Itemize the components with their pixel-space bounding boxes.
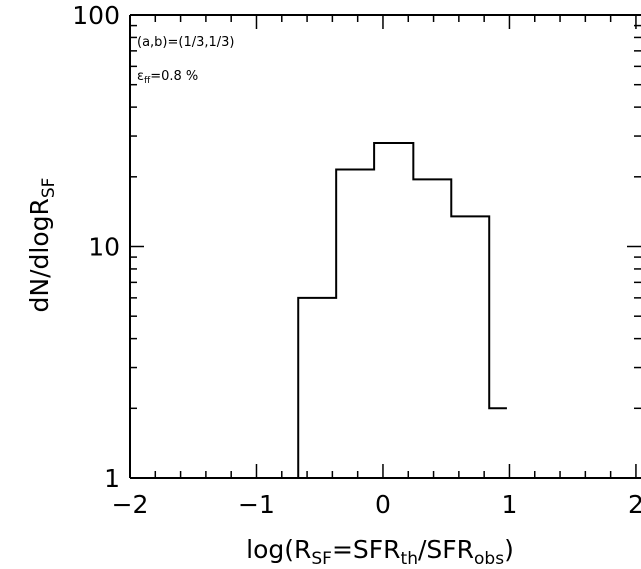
x-axis-label: log(RSF=SFRth/SFRobs) bbox=[246, 535, 514, 569]
y-tick-label: 10 bbox=[88, 233, 120, 262]
y-tick-label: 1 bbox=[104, 464, 120, 493]
x-tick-label: −1 bbox=[238, 490, 275, 519]
annotation-ab: (a,b)=(1/3,1/3) bbox=[137, 35, 235, 50]
x-tick-label: 1 bbox=[502, 490, 518, 519]
histogram-step-line bbox=[130, 141, 507, 479]
y-axis-label: dN/dlogRSF bbox=[25, 178, 59, 313]
annotation-eff: εff=0.8 % bbox=[137, 69, 198, 86]
y-tick-label: 100 bbox=[72, 1, 120, 30]
x-tick-label: 2 bbox=[628, 490, 641, 519]
x-tick-label: 0 bbox=[375, 490, 391, 519]
x-tick-label: −2 bbox=[112, 490, 149, 519]
